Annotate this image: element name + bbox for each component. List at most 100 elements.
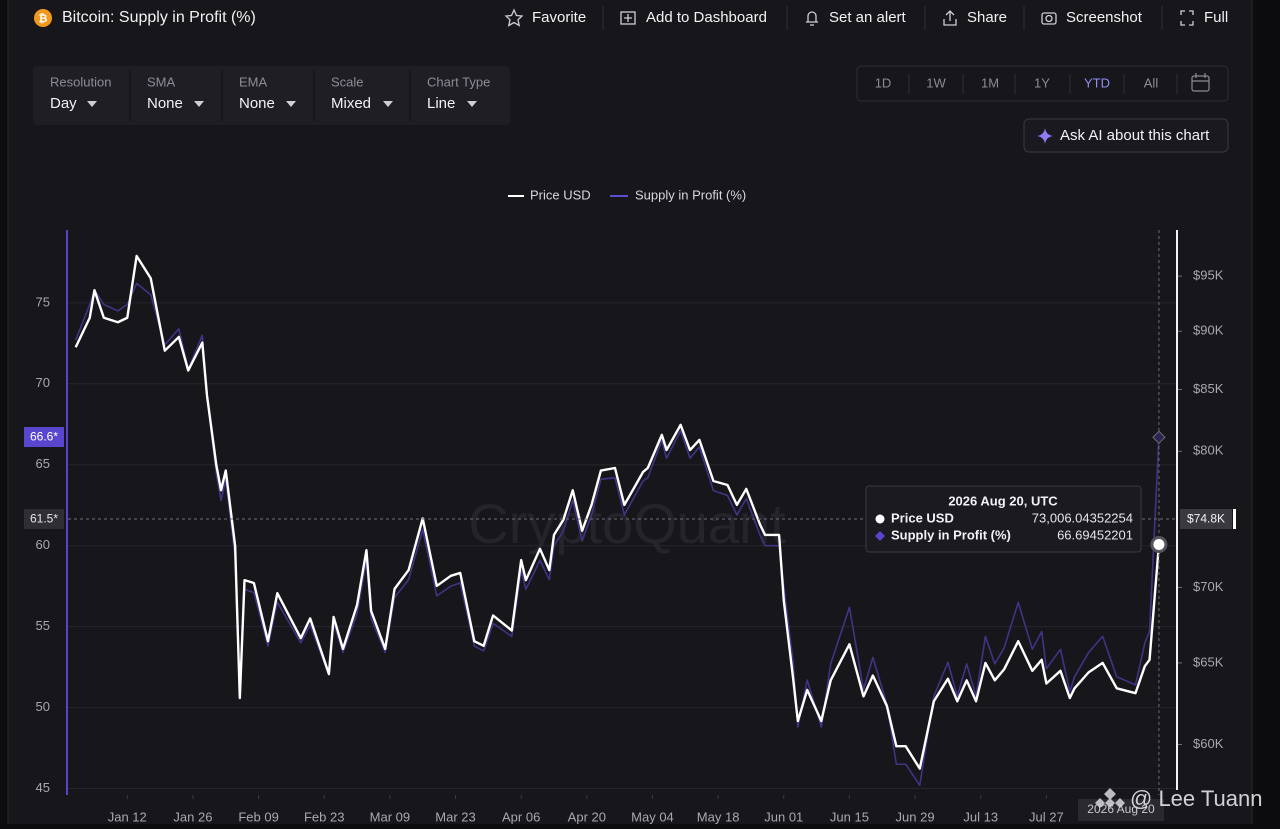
control-value[interactable]: None: [147, 95, 183, 112]
tooltip-supply-icon: [875, 531, 885, 541]
control-value[interactable]: Mixed: [331, 95, 371, 112]
dashboard-plus: [624, 14, 632, 22]
tooltip-row-value: 73,006.04352254: [1032, 510, 1133, 525]
y2-tick-label: $65K: [1193, 654, 1224, 669]
star-icon: [504, 8, 524, 27]
range-button[interactable]: 1D: [875, 75, 892, 90]
camera-icon: [1041, 12, 1057, 25]
y2-tick-label: $85K: [1193, 381, 1224, 396]
control-value[interactable]: None: [239, 95, 275, 112]
credit: @ Lee Tuann: [1095, 786, 1262, 811]
crosshair-x-label: 2026 Aug 20: [1087, 802, 1155, 816]
share-icon: [943, 10, 957, 26]
controls-box: [33, 66, 510, 125]
control-value[interactable]: Day: [50, 95, 77, 112]
x-tick-label: May 04: [631, 809, 674, 824]
y-tick-label: 45: [36, 780, 50, 795]
x-tick-label: Jun 15: [830, 809, 869, 824]
x-tick-label: Apr 06: [502, 809, 540, 824]
x-tick-label: Feb 09: [238, 809, 278, 824]
toolbar: Favorite Add to Dashboard Set an alert Shar…: [504, 6, 1228, 30]
control-caret: [87, 101, 97, 107]
credit-text: @ Lee Tuann: [1130, 786, 1262, 811]
y2-tick-label: $90K: [1193, 323, 1224, 338]
calendar-icon-lines: [1192, 73, 1209, 82]
legend-label[interactable]: Supply in Profit (%): [635, 187, 746, 202]
controls: Resolution Day SMA None EMA None Scale Mixed Cha…: [50, 70, 490, 121]
control-caret: [467, 101, 477, 107]
range-button[interactable]: YTD: [1084, 75, 1110, 90]
crosshair-y2-label: $74.8K: [1187, 512, 1225, 526]
x-tick-label: May 18: [697, 809, 740, 824]
y-tick-label: 75: [36, 294, 50, 309]
x-tick-label: Mar 23: [435, 809, 475, 824]
control-label: EMA: [239, 74, 268, 89]
page-title: Bitcoin: Supply in Profit (%): [62, 9, 256, 26]
ask-ai-button[interactable]: [1023, 118, 1229, 153]
toolbar-action[interactable]: Screenshot: [1066, 9, 1143, 26]
x-tick-label: Jan 26: [173, 809, 212, 824]
price-marker: [1150, 536, 1168, 554]
toolbar-action[interactable]: Favorite: [532, 9, 586, 26]
tooltip-date: 2026 Aug 20, UTC: [948, 493, 1058, 508]
range-button[interactable]: 1Y: [1034, 75, 1050, 90]
toolbar-action[interactable]: Set an alert: [829, 9, 907, 26]
crosshair-y-box: [24, 509, 64, 529]
range-box: [856, 65, 1229, 102]
control-value[interactable]: Line: [427, 95, 455, 112]
y2-tick-label: $60K: [1193, 736, 1224, 751]
control-label: Resolution: [50, 74, 111, 89]
toolbar-action[interactable]: Full: [1204, 9, 1228, 26]
btc-icon-glyph: ₿: [39, 13, 48, 25]
last-value-label: 66.6*: [30, 430, 58, 444]
calendar-icon[interactable]: [1191, 75, 1210, 92]
tooltip-row-value: 66.69452201: [1057, 527, 1133, 542]
x-tick-label: Feb 23: [304, 809, 344, 824]
crosshair-y2-box: [1180, 509, 1232, 529]
supply-marker: [1152, 430, 1166, 445]
dashboard-icon: [620, 11, 636, 25]
x-tick-label: Jan 12: [108, 809, 147, 824]
control-label: SMA: [147, 74, 176, 89]
y2-tick-label: $70K: [1193, 579, 1224, 594]
x-tick-label: Jun 01: [764, 809, 803, 824]
y-tick-label: 65: [36, 456, 50, 471]
last-value-box: [24, 427, 64, 447]
crosshair-y-label: 61.5*: [30, 512, 58, 526]
bell-icon: [806, 11, 818, 26]
control-label: Scale: [331, 74, 364, 89]
control-caret: [286, 101, 296, 107]
range-button[interactable]: All: [1144, 75, 1159, 90]
y-tick-label: 70: [36, 375, 50, 390]
toolbar-action[interactable]: Add to Dashboard: [646, 9, 767, 26]
crosshair-y2-tab: [1233, 509, 1236, 529]
ranges: 1D 1W 1M 1Y YTD All: [875, 74, 1178, 94]
credit-logo: [1095, 788, 1125, 808]
control-label: Chart Type: [427, 74, 490, 89]
x-tick-label: Mar 09: [370, 809, 410, 824]
ask-ai-label[interactable]: Ask AI about this chart: [1060, 127, 1210, 144]
x-tick-label: Jul 27: [1029, 809, 1064, 824]
x-tick-label: Jun 29: [896, 809, 935, 824]
y2-tick-label: $95K: [1193, 268, 1224, 283]
full-icon: [1180, 10, 1194, 26]
x-tick-label: Apr 20: [568, 809, 606, 824]
toolbar-action[interactable]: Share: [967, 9, 1007, 26]
x-tick-label: Jul 13: [963, 809, 998, 824]
control-caret: [383, 101, 393, 107]
y-tick-label: 60: [36, 537, 50, 552]
tooltip-row-label: Supply in Profit (%): [891, 527, 1011, 542]
y2-tick-label: $80K: [1193, 443, 1224, 458]
watermark: CryptoQuant: [468, 492, 786, 555]
tooltip-row-label: Price USD: [891, 510, 954, 525]
btc-icon: [34, 9, 52, 27]
range-button[interactable]: 1M: [981, 75, 999, 90]
y-tick-label: 55: [36, 618, 50, 633]
tooltip: [865, 485, 1142, 553]
range-button[interactable]: 1W: [926, 75, 946, 90]
legend-label[interactable]: Price USD: [530, 187, 591, 202]
camera-lens: [1045, 14, 1053, 23]
tooltip-price-icon: [875, 514, 885, 524]
